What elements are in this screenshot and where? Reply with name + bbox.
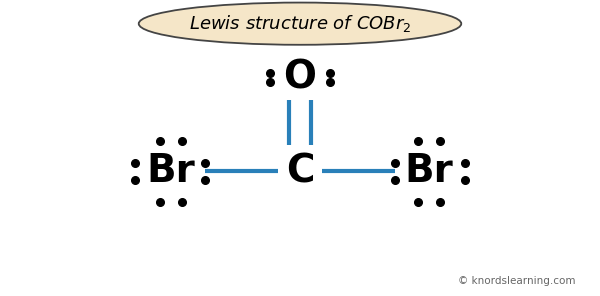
Text: $\mathit{Lewis\ structure\ of\ COBr_2}$: $\mathit{Lewis\ structure\ of\ COBr_2}$: [189, 13, 411, 34]
Text: Br: Br: [404, 152, 454, 190]
Text: O: O: [284, 59, 317, 96]
Ellipse shape: [139, 3, 461, 45]
Text: © knordslearning.com: © knordslearning.com: [458, 276, 575, 286]
Text: Br: Br: [146, 152, 196, 190]
Text: C: C: [286, 152, 314, 190]
